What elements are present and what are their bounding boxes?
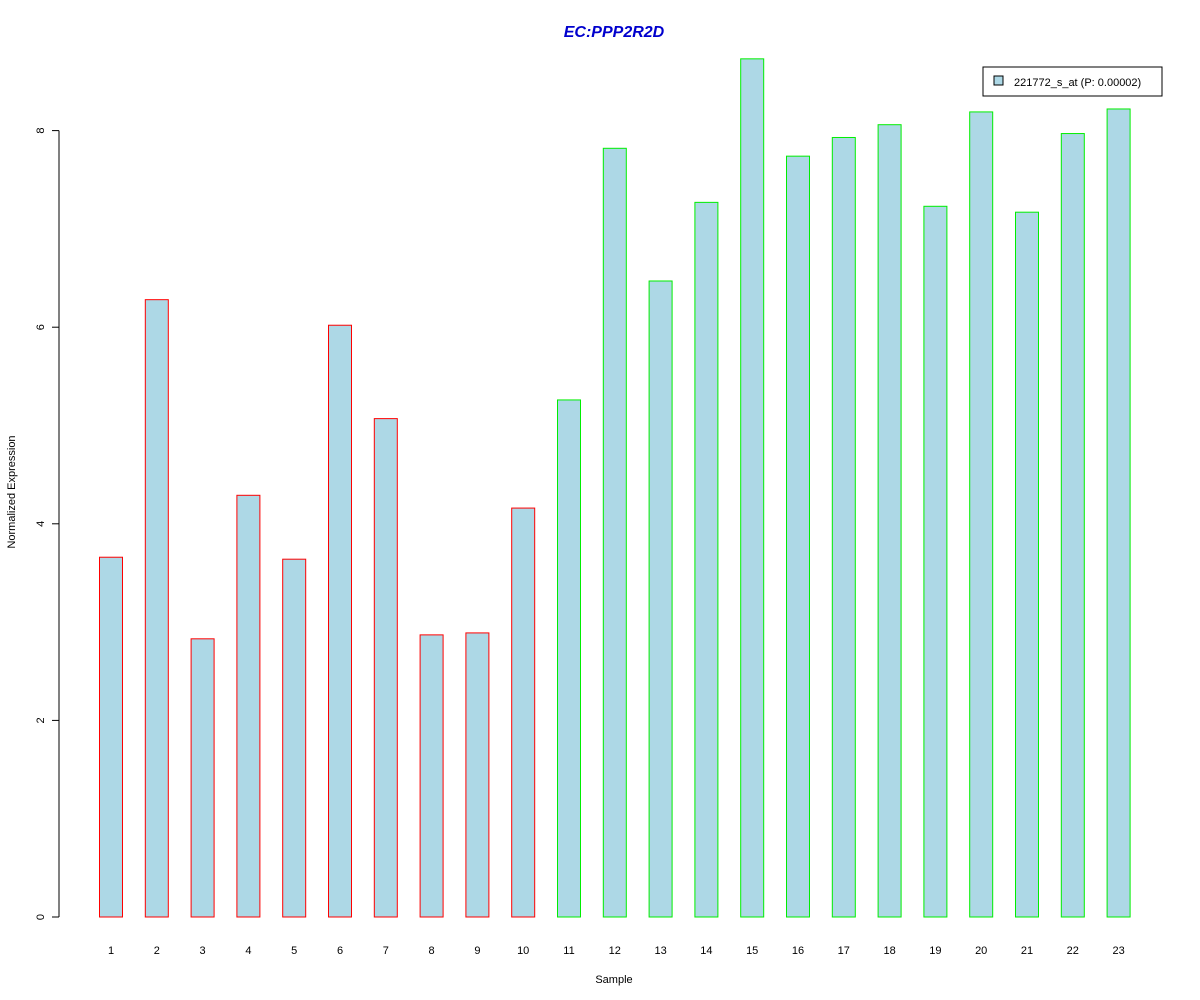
- y-axis-label: Normalized Expression: [6, 435, 18, 548]
- bar-sample-2: [144, 299, 169, 918]
- bar-sample-5: [282, 558, 307, 918]
- bar-sample-16: [786, 155, 810, 918]
- x-tick-labels: 1 2 3 4 5 6 7 8 9 10 11 12 13 14 15 16 17 18 19 20 21 22 23: [108, 945, 1125, 957]
- bar-sample-11: [557, 399, 581, 918]
- y-tick-label: 0: [35, 914, 47, 920]
- x-axis-label: Sample: [595, 974, 632, 986]
- y-axis: 0 2 4 6 8: [35, 128, 60, 920]
- y-tick-label: 2: [35, 717, 47, 723]
- bar-sample-1: [99, 556, 123, 918]
- x-tick-label: 11: [563, 945, 574, 957]
- chart-title: EC:PPP2R2D: [564, 24, 665, 41]
- bar-sample-15: [740, 58, 765, 918]
- bar-sample-4: [236, 494, 261, 918]
- x-tick-label: 16: [792, 945, 804, 957]
- x-tick-label: 23: [1112, 945, 1124, 957]
- bar-sample-19: [923, 205, 948, 918]
- x-tick-label: 5: [291, 945, 297, 957]
- x-tick-label: 8: [429, 945, 435, 957]
- x-tick-label: 3: [200, 945, 206, 957]
- bar-sample-21: [1015, 211, 1039, 918]
- x-tick-label: 6: [337, 945, 343, 957]
- x-tick-label: 21: [1021, 945, 1033, 957]
- x-tick-label: 4: [245, 945, 251, 957]
- bar-sample-17: [831, 136, 856, 918]
- bar-sample-3: [190, 638, 215, 918]
- bar-sample-8: [419, 634, 444, 918]
- x-tick-label: 10: [517, 945, 529, 957]
- x-tick-label: 9: [474, 945, 480, 957]
- bar-sample-6: [328, 324, 352, 918]
- x-tick-label: 13: [654, 945, 666, 957]
- x-tick-label: 14: [700, 945, 712, 957]
- x-tick-label: 20: [975, 945, 987, 957]
- x-tick-label: 18: [883, 945, 895, 957]
- legend: 221772_s_at (P: 0.00002): [982, 66, 1163, 97]
- bar-sample-13: [648, 280, 673, 918]
- x-tick-label: 15: [746, 945, 758, 957]
- bar-sample-23: [1106, 108, 1131, 918]
- x-tick-label: 2: [154, 945, 160, 957]
- x-tick-label: 17: [838, 945, 850, 957]
- y-tick-label: 6: [35, 324, 47, 330]
- bar-sample-20: [969, 111, 994, 918]
- legend-swatch: [993, 75, 1004, 86]
- bar-sample-9: [465, 632, 490, 918]
- bar-sample-10: [511, 507, 536, 918]
- x-tick-label: 12: [609, 945, 621, 957]
- x-tick-label: 22: [1067, 945, 1079, 957]
- legend-box: [982, 66, 1163, 97]
- y-tick-label: 8: [35, 128, 47, 134]
- x-tick-label: 19: [929, 945, 941, 957]
- bar-sample-7: [373, 418, 398, 918]
- bar-sample-22: [1060, 133, 1085, 918]
- bar-sample-14: [694, 201, 719, 918]
- x-tick-label: 1: [108, 945, 114, 957]
- bar-sample-12: [602, 147, 627, 918]
- y-tick-label: 4: [35, 521, 47, 527]
- bars: [99, 58, 1131, 918]
- x-tick-label: 7: [383, 945, 389, 957]
- legend-label: 221772_s_at (P: 0.00002): [1014, 77, 1141, 89]
- bar-sample-18: [877, 124, 902, 918]
